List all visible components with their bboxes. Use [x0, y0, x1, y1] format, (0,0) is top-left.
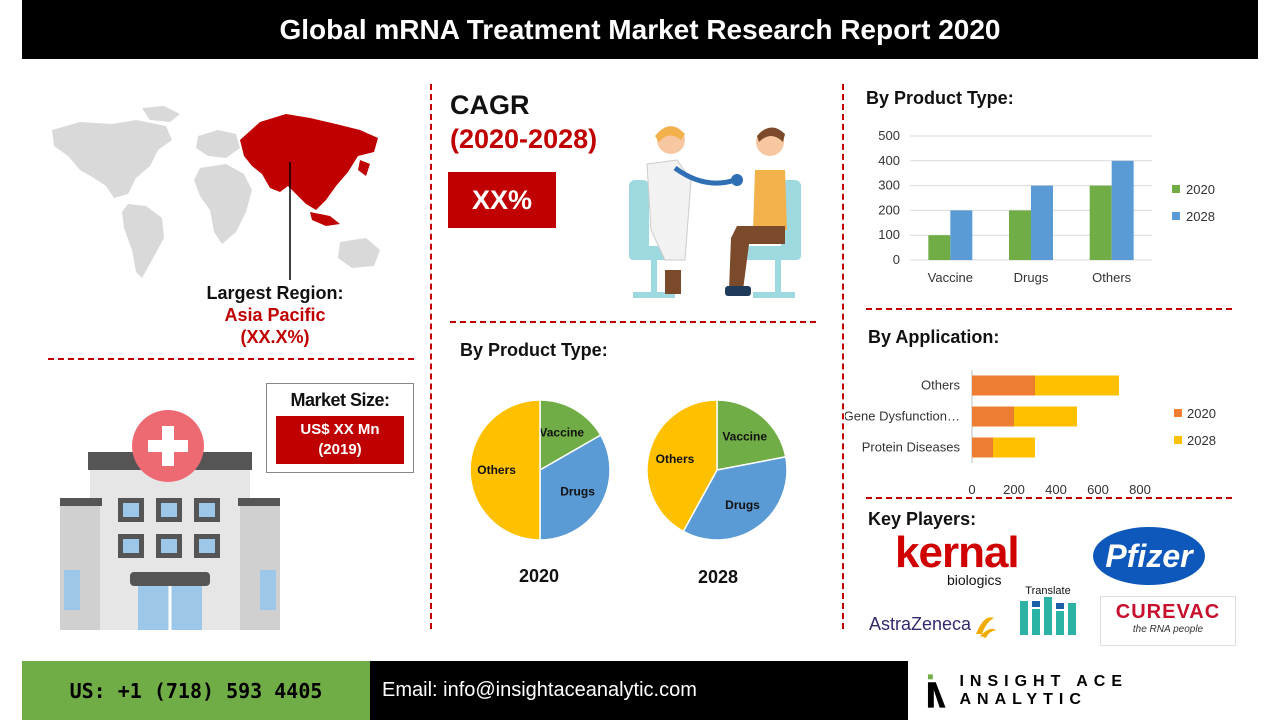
hbar-category: Protein Diseases	[862, 440, 961, 455]
players-heading: Key Players:	[868, 509, 977, 529]
hbar-2028-1	[1014, 406, 1077, 427]
pie-chart-2028: Vaccine Drugs Others	[646, 399, 788, 541]
market-size-value: US$ XX Mn (2019)	[276, 416, 404, 464]
bar-ytick: 400	[878, 153, 900, 168]
divider-region	[48, 358, 414, 360]
doctor-patient-icon	[629, 126, 801, 298]
divider-cagr	[450, 321, 816, 323]
bar-section-heading: By Product Type:	[866, 88, 1014, 108]
pie-label-vaccine: Vaccine	[539, 425, 584, 439]
kernal-logo: kernal biologics	[895, 528, 1020, 589]
divider-left	[430, 84, 432, 629]
hbar-2028-2	[993, 437, 1035, 458]
hbar-xtick: 200	[1003, 482, 1025, 495]
translate-logo: Translate	[1018, 585, 1078, 640]
bar-legend-swatch-2028	[1172, 212, 1180, 220]
pie-slice-others	[469, 399, 541, 541]
pie-year-2028: 2028	[697, 567, 739, 587]
pie-section-heading: By Product Type:	[460, 340, 608, 360]
market-size-amount: US$ XX Mn	[300, 421, 380, 438]
astrazeneca-logo-text: AstraZeneca	[869, 613, 972, 634]
cagr-label: CAGR	[450, 90, 530, 120]
bar-vaccine-2020	[928, 235, 951, 260]
translate-bars-icon	[1020, 597, 1076, 635]
market-size-label: Market Size:	[290, 390, 390, 410]
hbar-xtick: 0	[968, 482, 975, 495]
pie-slice-drugs	[682, 456, 788, 541]
hbar-xtick: 600	[1087, 482, 1109, 495]
brand-logo-icon	[927, 673, 946, 708]
region-label: Largest Region: Asia Pacific (XX.X%)	[150, 282, 400, 348]
hbar-xtick: 400	[1045, 482, 1067, 495]
bar-xtick: Vaccine	[928, 270, 973, 285]
bar-ytick: 200	[878, 202, 900, 217]
bar-drugs-2020	[1009, 210, 1031, 260]
hbar-2028-0	[1035, 375, 1119, 396]
astrazeneca-swirl-icon	[976, 617, 997, 638]
footer-phone: US: +1 (718) 593 4405	[22, 661, 370, 720]
bar-vaccine-2028	[950, 210, 973, 260]
hbar-category: Gene Dysfunction…	[845, 409, 960, 424]
page-title: Global mRNA Treatment Market Research Re…	[22, 0, 1258, 59]
pie-slice-vaccine	[716, 399, 787, 471]
curevac-logo-text: CUREVAC	[1115, 601, 1221, 623]
divider-hbar	[866, 497, 1232, 499]
hbar-2020-0	[972, 375, 1035, 396]
bar-ytick: 300	[878, 178, 900, 193]
pie-slice-others	[646, 399, 718, 533]
pie-label-drugs: Drugs	[560, 485, 595, 499]
kernal-logo-text: kernal	[895, 528, 1020, 577]
bar-legend-swatch-2020	[1172, 185, 1180, 193]
hbar-legend-swatch-2020	[1174, 409, 1182, 417]
world-map	[52, 106, 380, 280]
astrazeneca-logo: AstraZeneca	[869, 612, 998, 638]
pie-slice-vaccine	[539, 399, 602, 472]
market-size-box: Market Size: US$ XX Mn (2019)	[266, 383, 414, 473]
bar-ytick: 0	[893, 252, 900, 267]
pie-label-others: Others	[477, 463, 516, 477]
hbar-legend-swatch-2028	[1174, 436, 1182, 444]
bar-chart-product-type: 0 100 200 300 400 500 Vaccine Drugs Others 2020 20…	[878, 128, 1215, 285]
footer-brand: INSIGHT ACE ANALYTIC	[908, 661, 1258, 720]
bar-xtick: Drugs	[1014, 270, 1049, 285]
pfizer-logo: Pfizer	[1093, 527, 1205, 585]
bar-legend-label-2020: 2020	[1186, 182, 1215, 197]
pie-label-vaccine: Vaccine	[722, 430, 767, 444]
brand-name: INSIGHT ACE ANALYTIC	[959, 672, 1129, 708]
bar-xtick: Others	[1092, 270, 1132, 285]
hbar-category: Others	[921, 378, 961, 393]
pie-slice-drugs	[539, 434, 611, 541]
hbar-legend-label-2020: 2020	[1187, 406, 1216, 421]
curevac-logo: CUREVAC the RNA people	[1100, 596, 1236, 646]
divider-right	[842, 84, 844, 629]
region-heading: Largest Region:	[206, 283, 344, 303]
hbar-xtick: 800	[1129, 482, 1151, 495]
hospital-icon	[60, 410, 280, 630]
hbar-2020-1	[972, 406, 1014, 427]
pie-label-drugs: Drugs	[725, 498, 760, 512]
curevac-logo-sub: the RNA people	[1132, 624, 1204, 635]
bar-ytick: 500	[878, 128, 900, 143]
cagr-value: XX%	[448, 172, 556, 228]
bar-others-2020	[1089, 185, 1112, 260]
divider-bar	[866, 308, 1232, 310]
hbar-legend-label-2028: 2028	[1187, 433, 1216, 448]
pie-chart-2020: Vaccine Drugs Others	[469, 399, 611, 541]
bar-drugs-2028	[1031, 185, 1053, 260]
footer-email[interactable]: Email: info@insightaceanalytic.com	[370, 661, 908, 720]
bar-ytick: 100	[878, 227, 900, 242]
region-name: Asia Pacific	[224, 305, 326, 325]
cagr-years: (2020-2028)	[450, 124, 598, 154]
hbar-chart-application: Others Gene Dysfunction… Protein Diseases 0…	[845, 370, 1216, 495]
pie-label-others: Others	[656, 452, 695, 466]
kernal-logo-sub: biologics	[947, 572, 1002, 588]
bar-legend-label-2028: 2028	[1186, 209, 1215, 224]
bar-others-2028	[1111, 160, 1134, 260]
hbar-section-heading: By Application:	[868, 327, 1000, 347]
hbar-2020-2	[972, 437, 993, 458]
region-share: (XX.X%)	[240, 327, 310, 347]
pie-year-2020: 2020	[518, 566, 560, 586]
translate-logo-text: Translate	[1025, 585, 1071, 597]
market-size-year: (2019)	[318, 441, 362, 458]
